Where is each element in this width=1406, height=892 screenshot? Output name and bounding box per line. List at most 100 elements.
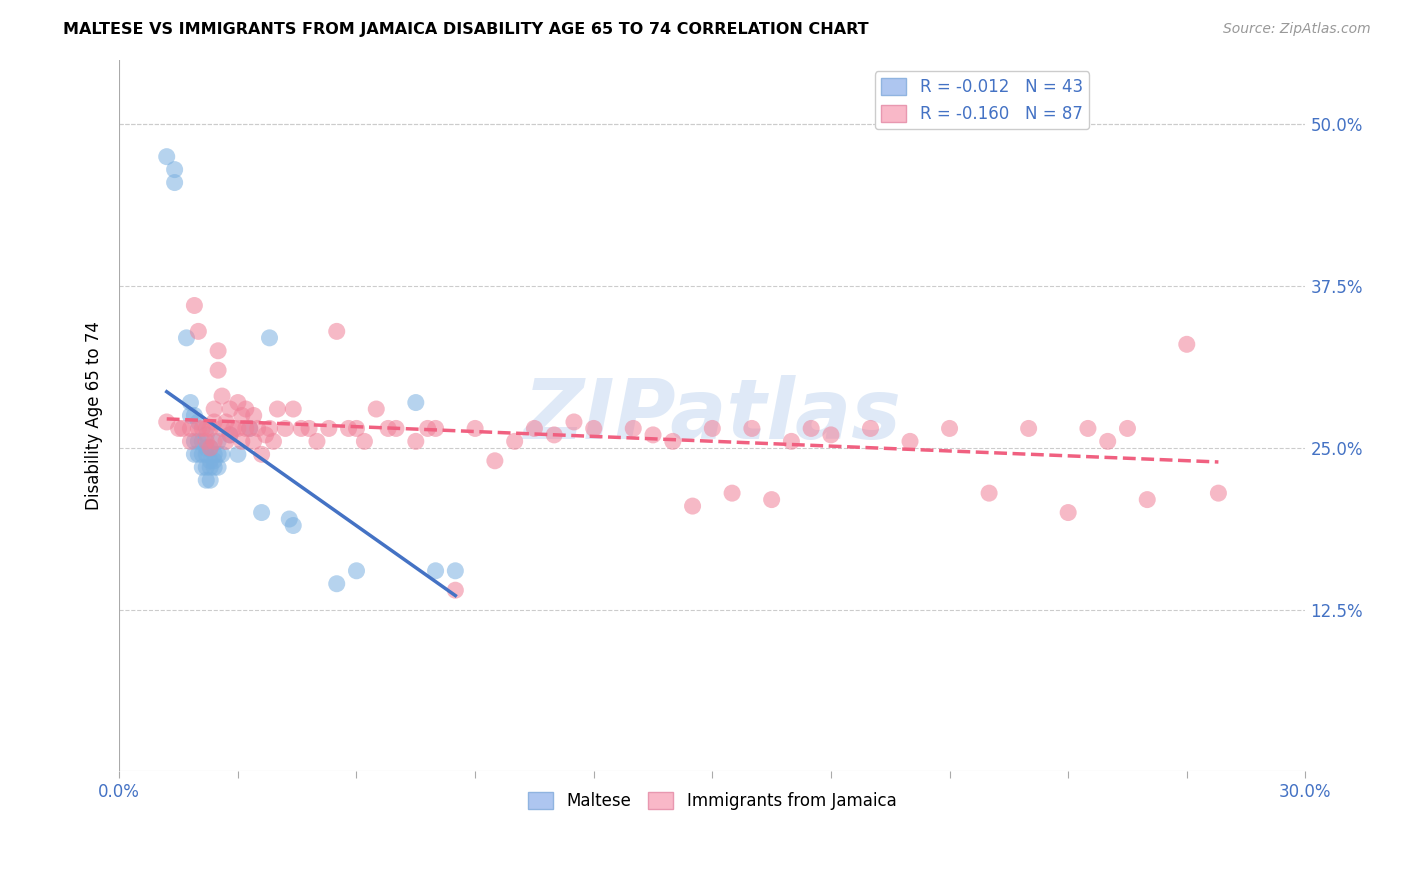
Point: [195, 441, 218, 455]
Point: [1136, 492, 1159, 507]
Point: [207, 434, 229, 449]
Point: [187, 447, 209, 461]
Point: [202, 434, 225, 449]
Point: [239, 421, 262, 435]
Point: [337, 421, 360, 435]
Point: [179, 409, 201, 423]
Point: [222, 421, 245, 435]
Point: [183, 447, 205, 461]
Point: [543, 428, 565, 442]
Point: [444, 583, 467, 598]
Point: [250, 447, 273, 461]
Point: [263, 434, 285, 449]
Point: [274, 421, 297, 435]
Point: [425, 564, 447, 578]
Point: [721, 486, 744, 500]
Point: [820, 428, 842, 442]
Point: [179, 395, 201, 409]
Point: [163, 176, 186, 190]
Point: [176, 331, 198, 345]
Point: [179, 421, 201, 435]
Point: [1097, 434, 1119, 449]
Point: [582, 421, 605, 435]
Point: [200, 460, 222, 475]
Point: [183, 434, 205, 449]
Point: [562, 415, 585, 429]
Point: [662, 434, 685, 449]
Point: [202, 447, 225, 461]
Point: [1077, 421, 1099, 435]
Point: [250, 506, 273, 520]
Point: [195, 473, 218, 487]
Point: [898, 434, 921, 449]
Point: [156, 150, 179, 164]
Point: [235, 402, 257, 417]
Point: [298, 421, 321, 435]
Point: [207, 460, 229, 475]
Point: [215, 415, 238, 429]
Point: [195, 447, 218, 461]
Point: [219, 428, 242, 442]
Point: [231, 409, 253, 423]
Point: [1175, 337, 1198, 351]
Point: [156, 415, 179, 429]
Point: [523, 421, 546, 435]
Point: [325, 324, 347, 338]
Y-axis label: Disability Age 65 to 74: Disability Age 65 to 74: [86, 321, 103, 510]
Point: [187, 415, 209, 429]
Point: [219, 402, 242, 417]
Point: [1116, 421, 1139, 435]
Point: [283, 402, 305, 417]
Point: [682, 499, 704, 513]
Point: [761, 492, 783, 507]
Point: [385, 421, 408, 435]
Point: [325, 576, 347, 591]
Point: [641, 428, 664, 442]
Text: ZIPatlas: ZIPatlas: [523, 375, 901, 456]
Point: [202, 415, 225, 429]
Point: [278, 512, 301, 526]
Point: [191, 460, 214, 475]
Point: [195, 460, 218, 475]
Point: [202, 402, 225, 417]
Point: [183, 409, 205, 423]
Point: [231, 434, 253, 449]
Point: [191, 421, 214, 435]
Point: [219, 428, 242, 442]
Point: [187, 434, 209, 449]
Point: [242, 434, 264, 449]
Point: [377, 421, 399, 435]
Point: [780, 434, 803, 449]
Point: [195, 421, 218, 435]
Text: Source: ZipAtlas.com: Source: ZipAtlas.com: [1223, 22, 1371, 37]
Point: [938, 421, 960, 435]
Point: [200, 441, 222, 455]
Point: [259, 421, 281, 435]
Point: [503, 434, 526, 449]
Point: [242, 409, 264, 423]
Point: [254, 428, 277, 442]
Legend: Maltese, Immigrants from Jamaica: Maltese, Immigrants from Jamaica: [522, 785, 903, 816]
Point: [226, 447, 249, 461]
Point: [346, 564, 368, 578]
Point: [290, 421, 312, 435]
Point: [1057, 506, 1080, 520]
Point: [195, 434, 218, 449]
Point: [484, 454, 506, 468]
Point: [1208, 486, 1230, 500]
Point: [405, 434, 427, 449]
Point: [195, 428, 218, 442]
Point: [200, 421, 222, 435]
Point: [283, 518, 305, 533]
Point: [305, 434, 328, 449]
Point: [179, 434, 201, 449]
Point: [167, 421, 190, 435]
Point: [239, 421, 262, 435]
Point: [211, 421, 233, 435]
Point: [207, 343, 229, 358]
Point: [702, 421, 724, 435]
Point: [187, 324, 209, 338]
Point: [202, 454, 225, 468]
Point: [207, 447, 229, 461]
Point: [859, 421, 882, 435]
